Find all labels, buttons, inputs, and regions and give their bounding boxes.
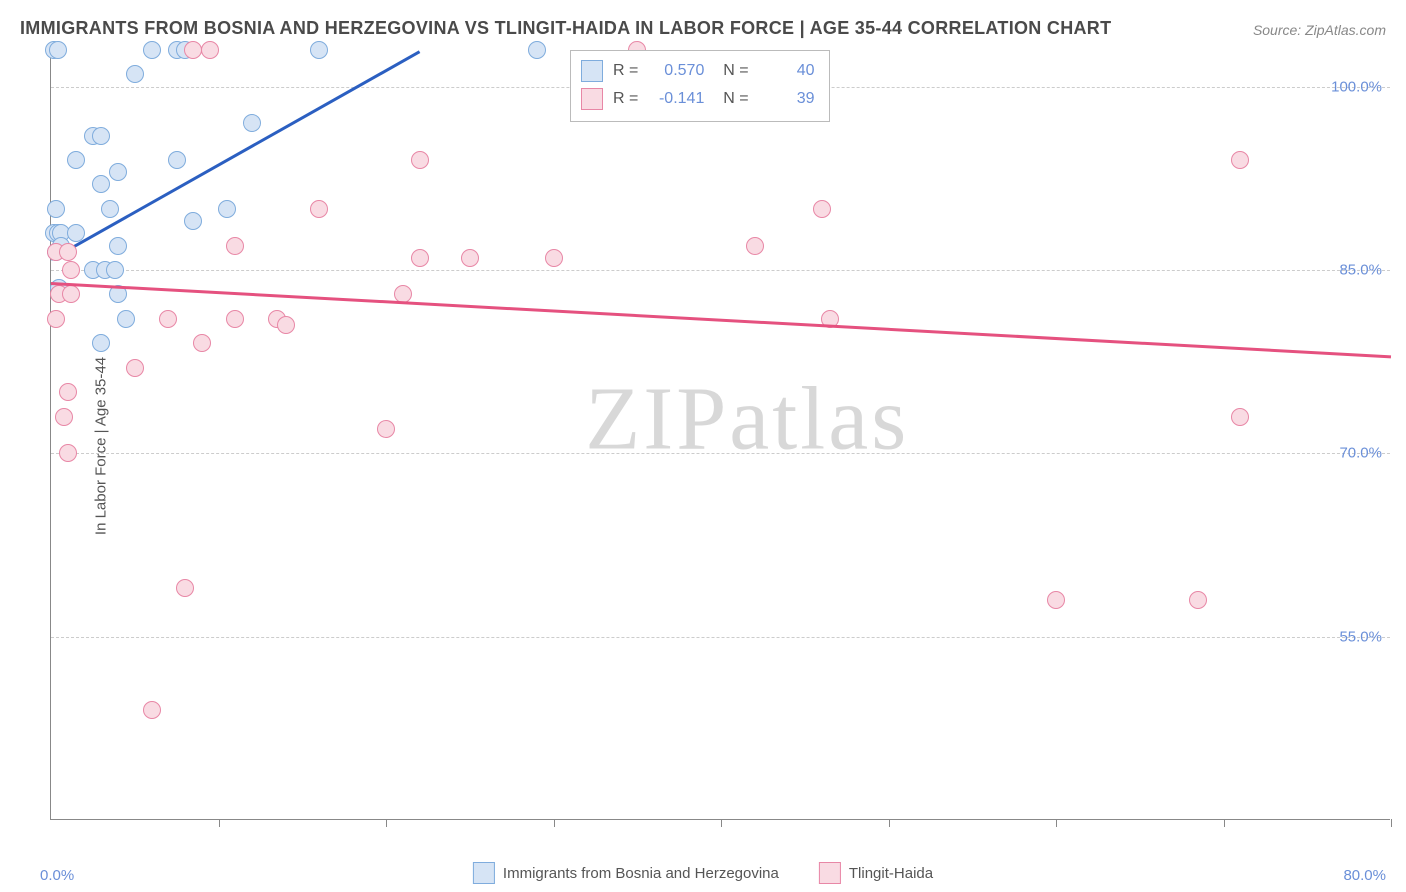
data-point xyxy=(92,334,110,352)
swatch-series2 xyxy=(581,88,603,110)
data-point xyxy=(168,151,186,169)
trend-line xyxy=(50,50,420,260)
data-point xyxy=(277,316,295,334)
trend-line xyxy=(51,282,1391,358)
y-tick-label: 55.0% xyxy=(1339,628,1382,645)
x-tick xyxy=(219,819,220,827)
stat-n-label: N = xyxy=(714,85,748,113)
watermark: ZIPatlas xyxy=(585,368,909,471)
data-point xyxy=(411,249,429,267)
data-point xyxy=(143,41,161,59)
data-point xyxy=(218,200,236,218)
data-point xyxy=(377,420,395,438)
data-point xyxy=(47,200,65,218)
source-label: Source: ZipAtlas.com xyxy=(1253,22,1386,38)
data-point xyxy=(59,243,77,261)
data-point xyxy=(461,249,479,267)
gridline-h xyxy=(51,453,1390,454)
stats-box: R = 0.570 N = 40 R = -0.141 N = 39 xyxy=(570,50,830,122)
stats-row-2: R = -0.141 N = 39 xyxy=(581,85,815,113)
stat-r-label: R = xyxy=(613,57,638,85)
data-point xyxy=(1189,591,1207,609)
data-point xyxy=(411,151,429,169)
data-point xyxy=(226,237,244,255)
data-point xyxy=(545,249,563,267)
x-tick xyxy=(889,819,890,827)
data-point xyxy=(117,310,135,328)
data-point xyxy=(106,261,124,279)
data-point xyxy=(746,237,764,255)
legend-swatch-1 xyxy=(473,862,495,884)
legend-label-2: Tlingit-Haida xyxy=(849,865,933,882)
legend-label-1: Immigrants from Bosnia and Herzegovina xyxy=(503,865,779,882)
data-point xyxy=(528,41,546,59)
data-point xyxy=(243,114,261,132)
y-tick-label: 100.0% xyxy=(1331,78,1382,95)
x-tick xyxy=(1056,819,1057,827)
data-point xyxy=(55,408,73,426)
data-point xyxy=(184,212,202,230)
data-point xyxy=(193,334,211,352)
data-point xyxy=(109,163,127,181)
stat-n2-value: 39 xyxy=(759,85,815,113)
data-point xyxy=(62,285,80,303)
x-tick xyxy=(554,819,555,827)
x-min-label: 0.0% xyxy=(40,867,74,884)
data-point xyxy=(47,310,65,328)
data-point xyxy=(159,310,177,328)
stats-row-1: R = 0.570 N = 40 xyxy=(581,57,815,85)
stat-r2-value: -0.141 xyxy=(648,85,704,113)
data-point xyxy=(67,151,85,169)
data-point xyxy=(310,41,328,59)
data-point xyxy=(59,444,77,462)
data-point xyxy=(126,359,144,377)
swatch-series1 xyxy=(581,60,603,82)
data-point xyxy=(176,579,194,597)
legend: Immigrants from Bosnia and Herzegovina T… xyxy=(473,862,933,884)
data-point xyxy=(1231,151,1249,169)
data-point xyxy=(59,383,77,401)
data-point xyxy=(92,175,110,193)
stat-n1-value: 40 xyxy=(759,57,815,85)
y-tick-label: 85.0% xyxy=(1339,262,1382,279)
data-point xyxy=(109,237,127,255)
gridline-h xyxy=(51,637,1390,638)
data-point xyxy=(184,41,202,59)
chart-title: IMMIGRANTS FROM BOSNIA AND HERZEGOVINA V… xyxy=(20,18,1111,39)
data-point xyxy=(1231,408,1249,426)
data-point xyxy=(226,310,244,328)
stat-n-label: N = xyxy=(714,57,748,85)
data-point xyxy=(62,261,80,279)
data-point xyxy=(1047,591,1065,609)
x-tick xyxy=(386,819,387,827)
x-tick xyxy=(1224,819,1225,827)
x-max-label: 80.0% xyxy=(1343,867,1386,884)
x-tick xyxy=(1391,819,1392,827)
legend-item-1: Immigrants from Bosnia and Herzegovina xyxy=(473,862,779,884)
data-point xyxy=(310,200,328,218)
legend-item-2: Tlingit-Haida xyxy=(819,862,933,884)
data-point xyxy=(101,200,119,218)
y-tick-label: 70.0% xyxy=(1339,445,1382,462)
data-point xyxy=(92,127,110,145)
legend-swatch-2 xyxy=(819,862,841,884)
plot-area: ZIPatlas 55.0% 70.0% 85.0% 100.0% xyxy=(50,50,1390,820)
x-tick xyxy=(721,819,722,827)
gridline-h xyxy=(51,270,1390,271)
stat-r1-value: 0.570 xyxy=(648,57,704,85)
data-point xyxy=(813,200,831,218)
data-point xyxy=(201,41,219,59)
data-point xyxy=(49,41,67,59)
stat-r-label: R = xyxy=(613,85,638,113)
data-point xyxy=(143,701,161,719)
data-point xyxy=(126,65,144,83)
